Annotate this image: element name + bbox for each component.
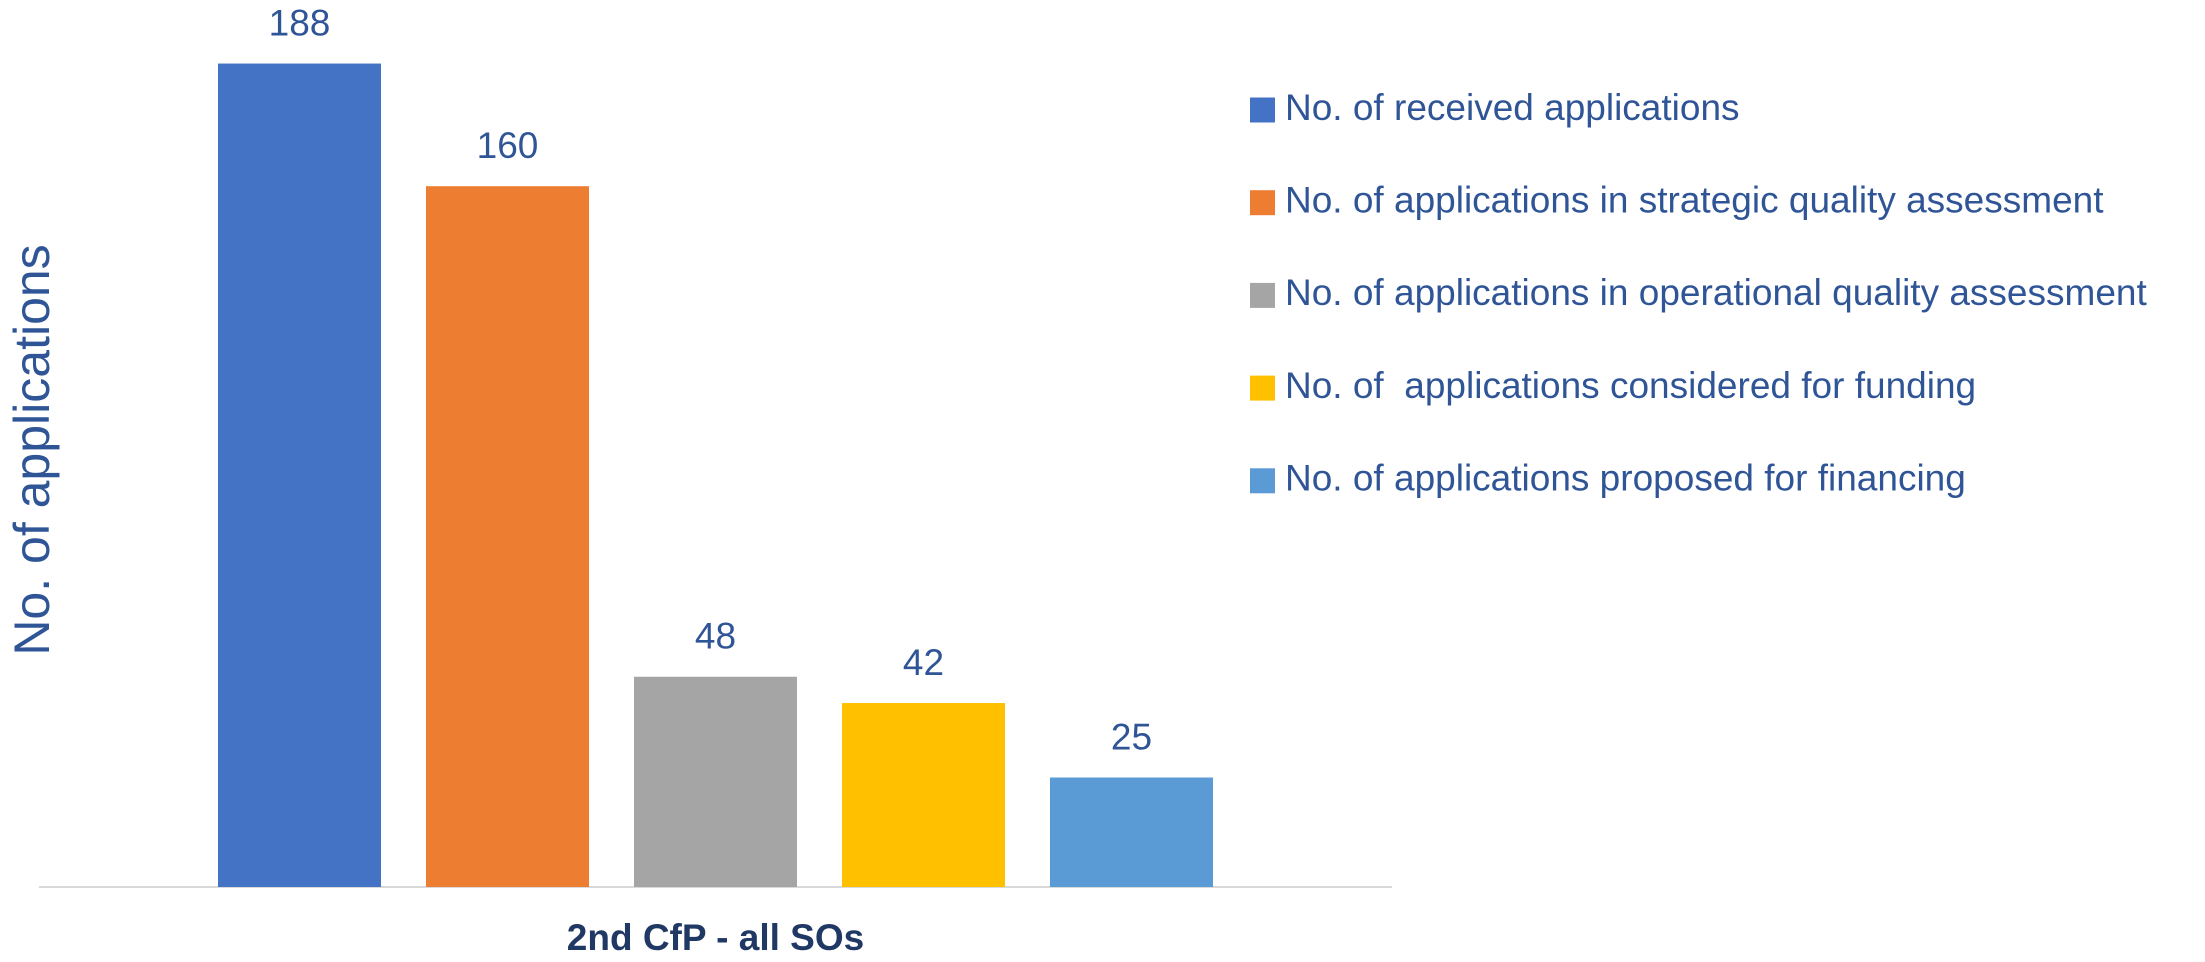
bar [842, 703, 1005, 887]
bar [426, 186, 589, 887]
value-label: 160 [477, 125, 539, 166]
value-label: 188 [269, 2, 331, 43]
bar [634, 676, 797, 887]
value-label: 48 [695, 616, 736, 657]
y-axis-label: No. of applications [4, 244, 60, 655]
bar [1050, 777, 1213, 887]
legend-label: No. of applications considered for fundi… [1285, 365, 1976, 406]
legend-swatch [1250, 190, 1275, 216]
bar [218, 63, 381, 888]
legend-swatch [1250, 375, 1275, 401]
legend-swatch [1250, 97, 1275, 123]
legend-swatch [1250, 282, 1275, 308]
legend-label: No. of received applications [1285, 87, 1740, 128]
legend-label: No. of applications in strategic quality… [1285, 179, 2104, 220]
value-label: 25 [1111, 716, 1152, 757]
legend-swatch [1250, 468, 1275, 494]
value-label: 42 [903, 642, 944, 683]
x-tick-label: 2nd CfP - all SOs [567, 917, 864, 958]
legend-label: No. of applications proposed for financi… [1285, 458, 1966, 499]
legend-label: No. of applications in operational quali… [1285, 272, 2147, 313]
